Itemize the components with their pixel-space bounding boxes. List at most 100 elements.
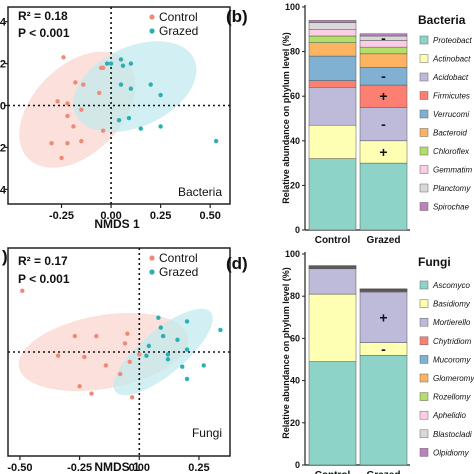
control-point xyxy=(125,331,130,336)
control-point xyxy=(72,333,78,339)
panel-label: ) xyxy=(2,247,8,266)
grazed-point xyxy=(108,61,114,66)
y-tick-label: .2 xyxy=(0,142,6,154)
y-tick-label: 40 xyxy=(290,136,300,146)
control-point xyxy=(122,341,128,346)
control-point xyxy=(103,363,109,368)
legend: Control Grazed xyxy=(149,251,198,279)
control-point xyxy=(79,107,84,112)
significance-marker: + xyxy=(379,88,387,104)
y-tick-label: 80 xyxy=(290,47,300,57)
control-point xyxy=(94,333,99,339)
grazed-point xyxy=(184,319,190,324)
bar-segment-proteobacteria xyxy=(359,162,408,231)
y-tick-label: 40 xyxy=(290,376,300,386)
legend-swatch xyxy=(419,429,429,439)
legend-label: Blastocladi xyxy=(433,430,472,439)
bar-segment-ascomycota xyxy=(308,361,357,466)
grazed-point xyxy=(160,333,166,339)
control-point xyxy=(96,90,102,96)
x-tick-label: Grazed xyxy=(367,470,401,474)
panel-annotation: Fungi xyxy=(192,426,222,440)
legend-label: Basidiomy xyxy=(433,300,471,309)
grazed-point xyxy=(118,57,124,62)
legend-swatch xyxy=(419,35,429,45)
legend-swatch xyxy=(419,146,429,156)
legend-swatch xyxy=(419,410,429,420)
y-tick-label: 0 xyxy=(295,225,300,235)
panel-c-fungi-nmds: ) -0.50 -0.25 0.00 0.25 R² = 0.17 P < 0.001… xyxy=(2,247,231,474)
control-point xyxy=(65,141,70,146)
legend-swatch xyxy=(419,280,429,290)
grazed-point xyxy=(201,363,206,368)
x-tick-label: -0.25 xyxy=(67,462,92,474)
legend-label: Proteobact xyxy=(433,36,472,45)
bar-segment-firmicutes xyxy=(308,80,357,88)
control-point xyxy=(82,354,87,360)
stats-r2: R² = 0.18 xyxy=(18,9,68,23)
bar-segment-proteobacteria xyxy=(308,158,357,231)
bar-segment-mortierellomycota xyxy=(359,291,408,343)
legend-label: Rozellomy xyxy=(433,393,471,402)
grazed-point xyxy=(120,63,126,68)
legend-label: Acidobact xyxy=(432,73,469,82)
significance-marker: - xyxy=(381,341,386,357)
control-point xyxy=(137,352,142,357)
x-tick-label: 0.25 xyxy=(188,462,209,474)
y-tick-label: 0 xyxy=(0,101,6,113)
control-point xyxy=(59,155,64,161)
legend-control-marker xyxy=(149,14,155,20)
x-tick-label: 0.00 xyxy=(129,462,150,474)
grazed-point xyxy=(175,337,180,342)
control-point xyxy=(61,55,66,60)
stats-r2: R² = 0.17 xyxy=(18,254,68,268)
bar-segment-verrucomicrobia xyxy=(308,55,357,81)
grazed-point xyxy=(148,82,153,87)
bar-segment-spirochaetes xyxy=(308,20,357,23)
grazed-point xyxy=(218,327,223,333)
control-point xyxy=(117,371,123,377)
stats-p: P < 0.001 xyxy=(18,272,70,286)
panel-annotation: Bacteria xyxy=(178,185,222,199)
control-point xyxy=(20,288,25,294)
legend-label: Verrucomi xyxy=(433,110,469,119)
bar-segment-acidobacteria xyxy=(308,87,357,126)
control-point xyxy=(81,82,86,87)
grazed-point xyxy=(165,357,171,362)
legend-label: Mucoromy xyxy=(433,355,471,364)
stats-p: P < 0.001 xyxy=(18,26,70,40)
control-point xyxy=(77,384,82,389)
bar-segment-chloroflexi xyxy=(308,35,357,43)
legend-label: Aphelidio xyxy=(432,411,466,420)
legend-swatch xyxy=(419,373,429,383)
legend: Control Grazed xyxy=(149,10,198,38)
bar-segment-gemmatimonadetes xyxy=(308,29,357,37)
y-tick-label: 20 xyxy=(290,418,300,428)
bar-segment-spirochaetes xyxy=(359,33,408,37)
legend-label: Olpidiomy xyxy=(433,448,470,457)
y-tick-label: 80 xyxy=(290,291,300,301)
panel-d-fungi-bars: (d) Relative abundance on phylum level (… xyxy=(226,249,474,474)
control-point xyxy=(100,65,106,70)
grazed-point xyxy=(116,117,122,123)
grazed-point xyxy=(146,343,152,349)
grazed-point xyxy=(213,138,219,144)
grazed-point xyxy=(158,124,163,129)
grazed-point xyxy=(184,376,190,382)
legend-swatch xyxy=(419,54,429,63)
x-tick-label: Control xyxy=(315,235,351,246)
bar-segment-acidobacteria xyxy=(359,107,408,142)
grazed-point xyxy=(180,364,185,369)
y-tick-label: 60 xyxy=(290,333,300,343)
legend-swatch xyxy=(419,355,429,364)
y-tick-label: 0 xyxy=(295,460,300,470)
legend-title: Bacteria xyxy=(418,13,466,27)
grazed-point xyxy=(165,352,171,357)
bar-segment-bacteroidetes xyxy=(308,42,357,57)
grazed-point xyxy=(144,353,149,358)
x-tick-label: -0.50 xyxy=(7,462,32,474)
legend-label: Chytridiom xyxy=(433,337,472,346)
bar-segment-ascomycota xyxy=(359,355,408,466)
legend-control-marker xyxy=(149,255,155,261)
